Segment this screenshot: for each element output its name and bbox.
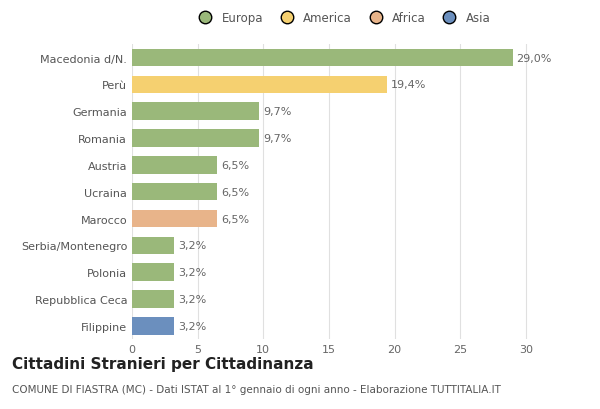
Text: 3,2%: 3,2% xyxy=(178,321,206,331)
Legend: Europa, America, Africa, Asia: Europa, America, Africa, Asia xyxy=(191,10,493,27)
Bar xyxy=(132,237,174,254)
Text: 3,2%: 3,2% xyxy=(178,241,206,251)
Bar xyxy=(132,291,174,308)
Bar xyxy=(132,210,217,228)
Bar xyxy=(132,76,386,94)
Text: 6,5%: 6,5% xyxy=(221,214,250,224)
Text: 6,5%: 6,5% xyxy=(221,187,250,197)
Text: 6,5%: 6,5% xyxy=(221,160,250,171)
Bar xyxy=(132,130,259,147)
Bar xyxy=(132,157,217,174)
Text: 3,2%: 3,2% xyxy=(178,267,206,278)
Text: 19,4%: 19,4% xyxy=(391,80,426,90)
Text: 9,7%: 9,7% xyxy=(263,107,292,117)
Text: COMUNE DI FIASTRA (MC) - Dati ISTAT al 1° gennaio di ogni anno - Elaborazione TU: COMUNE DI FIASTRA (MC) - Dati ISTAT al 1… xyxy=(12,384,501,394)
Bar xyxy=(132,103,259,121)
Bar xyxy=(132,317,174,335)
Bar xyxy=(132,184,217,201)
Text: 29,0%: 29,0% xyxy=(517,54,552,63)
Bar xyxy=(132,49,512,67)
Bar xyxy=(132,264,174,281)
Text: 9,7%: 9,7% xyxy=(263,134,292,144)
Text: 3,2%: 3,2% xyxy=(178,294,206,304)
Text: Cittadini Stranieri per Cittadinanza: Cittadini Stranieri per Cittadinanza xyxy=(12,356,314,371)
